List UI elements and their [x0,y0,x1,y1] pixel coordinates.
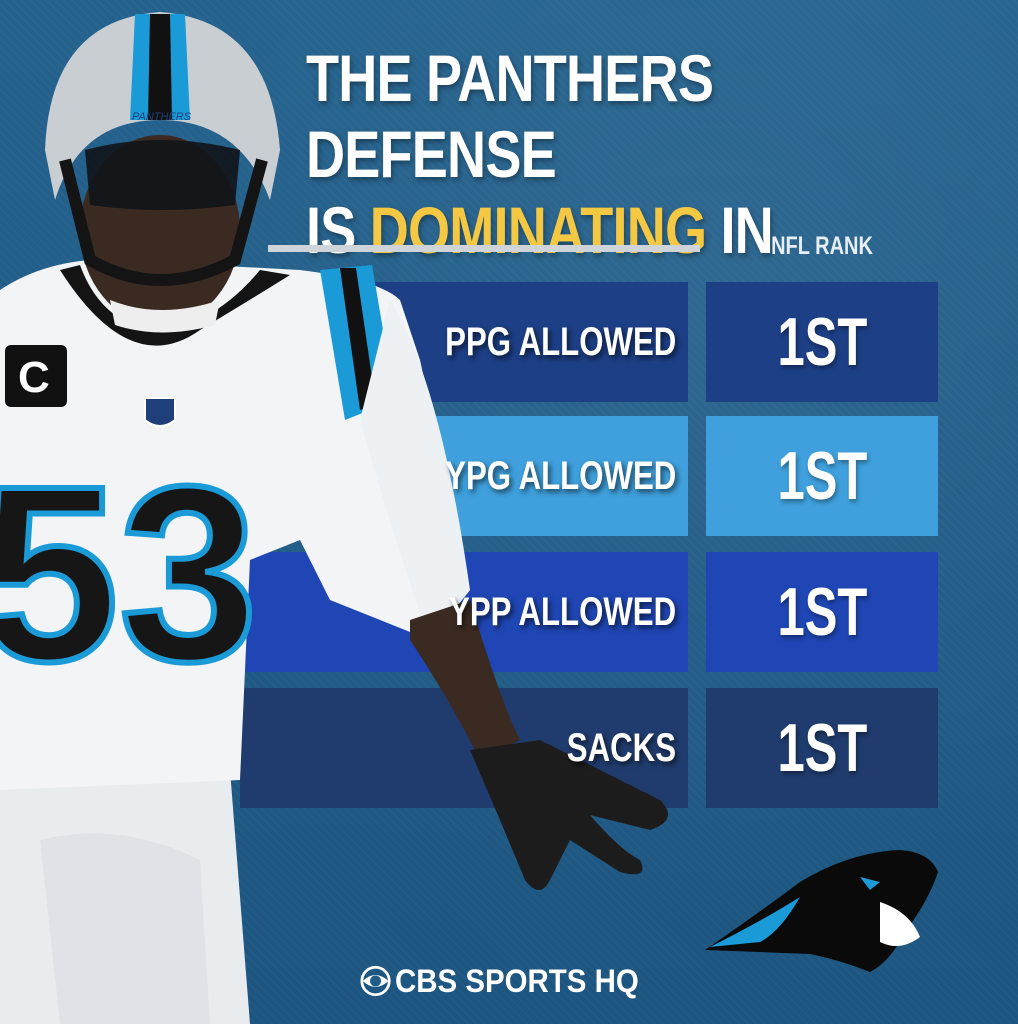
footer-brand: CBS SPORTS HQ [395,962,639,999]
panthers-logo-icon [705,850,938,972]
stat-label-text: SACKS [566,725,676,770]
player-arm [360,300,470,640]
player-forearm [410,600,520,760]
headline-highlight: DOMINATING [369,193,707,267]
rank-cell: 1ST [706,282,938,402]
rank-value: 1ST [777,710,867,786]
stat-label-text: YPG ALLOWED [444,453,676,498]
stat-label: YPP ALLOWED [240,552,676,672]
rank-value: 1ST [777,304,867,380]
rank-cell: 1ST [706,552,938,672]
cbs-sports-hq-logo: CBS SPORTS HQ [360,958,660,1004]
helmet-stripe-inner [148,14,172,120]
rank-cell: 1ST [706,688,938,808]
panther-outline [710,897,800,947]
player-illustration: 53 C PANTHERS [0,12,668,1024]
headline-prefix: IS [306,193,370,267]
panther-eye [860,877,880,890]
nfl-shield-icon [144,397,176,427]
stat-label: YPG ALLOWED [240,416,676,536]
shoulder-stripe-inner [340,268,376,410]
captain-letter: C [18,353,50,402]
headline-line-2: IS DOMINATING IN 2021 [306,192,872,344]
jersey-number: 53 [0,434,258,713]
title-divider [268,245,700,252]
helmet-visor [85,140,240,210]
panther-teeth [880,902,920,946]
stat-label: SACKS [240,688,676,808]
captain-patch [5,345,67,407]
chin-strap [110,300,220,333]
player-pants-shade [40,833,210,1024]
rank-value: 1ST [777,438,867,514]
headline: THE PANTHERS DEFENSE IS DOMINATING IN 20… [306,40,872,344]
helmet-text: PANTHERS [132,111,192,123]
glove-icon [470,740,668,890]
cbs-eye-icon [360,965,391,997]
rank-cell: 1ST [706,416,938,536]
facemask [59,158,268,286]
stat-label: PPG ALLOWED [240,282,676,402]
headline-line-1: THE PANTHERS DEFENSE [306,41,714,191]
panther-head [705,850,938,972]
stat-label-text: PPG ALLOWED [444,319,676,364]
rank-value: 1ST [777,574,867,650]
nfl-rank-header: NFL RANK [771,232,873,260]
stat-label-text: YPP ALLOWED [448,589,676,634]
